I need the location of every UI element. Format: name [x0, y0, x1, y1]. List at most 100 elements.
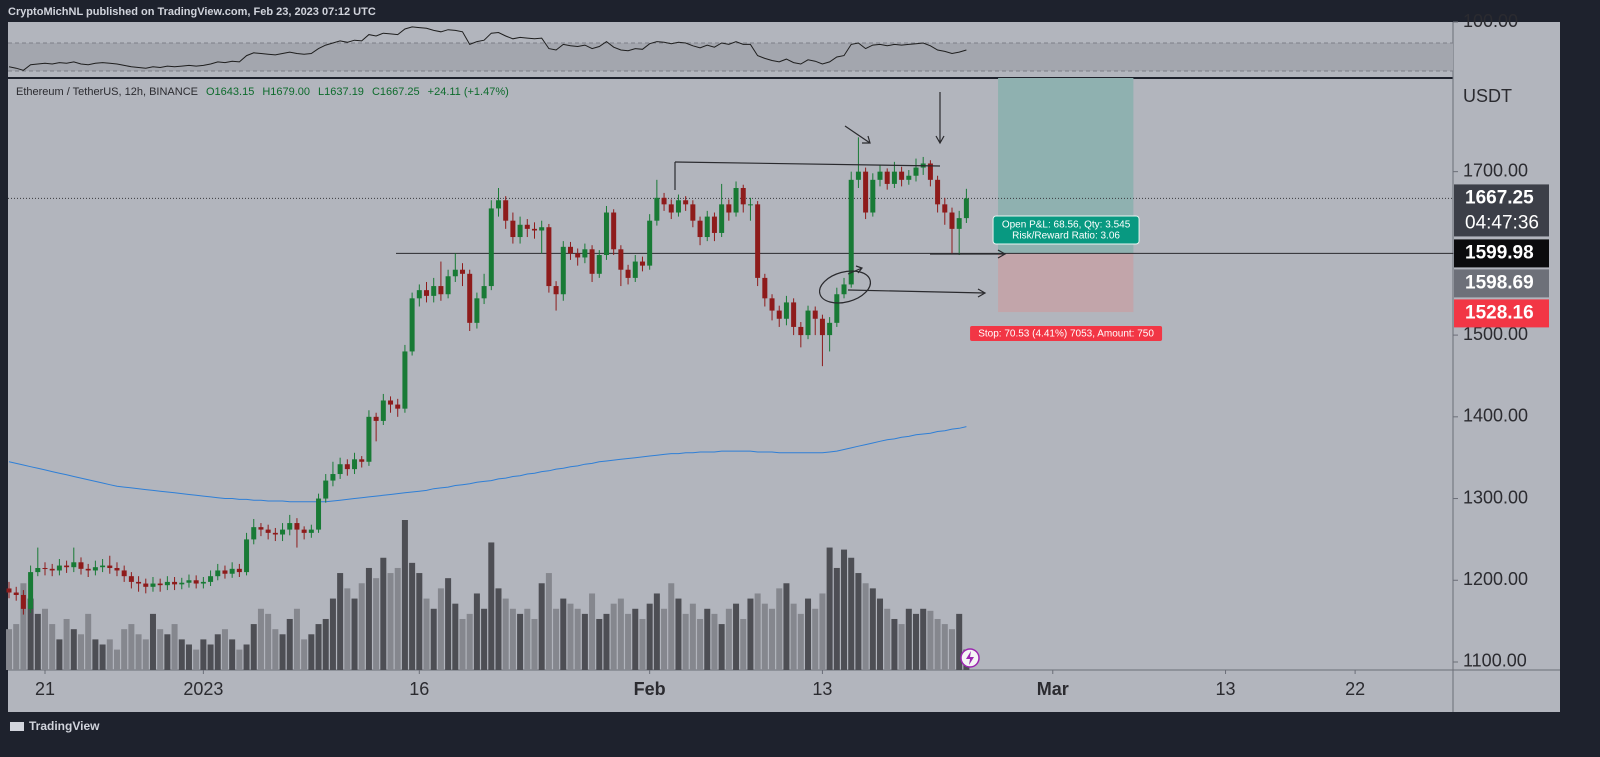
legend: Ethereum / TetherUS, 12h, BINANCE O1643.1… — [16, 86, 509, 98]
y-tick-label: 1300.00 — [1463, 487, 1528, 507]
candle-body — [747, 204, 753, 206]
volume-bar — [877, 598, 884, 670]
volume-bar — [200, 639, 207, 670]
candle-body — [963, 198, 969, 219]
y-tick-label: 1400.00 — [1463, 406, 1528, 426]
legend-value: H1679.00 — [262, 86, 310, 98]
volume-bar — [358, 583, 365, 670]
candle-body — [870, 179, 876, 213]
volume-bar — [934, 618, 941, 670]
candle-body — [531, 228, 537, 231]
volume-bar — [761, 603, 768, 670]
volume-bar — [956, 613, 963, 670]
candle-body — [42, 568, 48, 570]
candle-body — [380, 400, 386, 421]
volume-bar — [560, 598, 567, 670]
candle-body — [78, 562, 84, 569]
volume-bar — [581, 613, 588, 670]
x-tick-label: Feb — [634, 679, 666, 699]
candle-body — [308, 529, 314, 533]
candle-body — [783, 302, 789, 319]
volume-bar — [617, 598, 624, 670]
candle-body — [546, 227, 552, 287]
candle-body — [812, 310, 818, 319]
x-tick-label: 13 — [1216, 679, 1236, 699]
arrow — [930, 249, 1007, 259]
candle-body — [301, 529, 307, 533]
volume-bar — [625, 613, 632, 670]
candle-body — [409, 298, 415, 352]
volume-bar — [315, 624, 322, 670]
countdown-label: 04:47:36 — [1465, 212, 1539, 233]
volume-bar — [135, 634, 142, 670]
candle-body — [913, 167, 919, 176]
candle-body — [956, 218, 962, 229]
volume-bar — [646, 603, 653, 670]
volume-bar — [394, 567, 401, 670]
candle-body — [431, 286, 437, 296]
candle-body — [769, 298, 775, 311]
candle-body — [474, 298, 480, 323]
volume-bar — [279, 634, 286, 670]
candle-body — [891, 171, 897, 184]
volume-bar — [466, 613, 473, 670]
x-tick-label: 21 — [35, 679, 55, 699]
candle-body — [762, 277, 768, 299]
candle-body — [100, 565, 106, 568]
volume-bar — [841, 549, 848, 670]
volume-bar — [733, 603, 740, 670]
candle-body — [251, 527, 257, 540]
x-tick-label: 2023 — [183, 679, 223, 699]
candle-body — [567, 246, 573, 254]
last-price-box — [1454, 184, 1549, 237]
volume-bar — [797, 613, 804, 670]
rsi-tick-label: 100.00 — [1463, 11, 1518, 31]
candle-body — [28, 572, 34, 609]
candle-body — [625, 269, 631, 278]
pnl-label-box — [992, 215, 1140, 245]
volume-bar — [481, 608, 488, 670]
volume-bar — [718, 624, 725, 670]
volume-bar — [70, 629, 77, 670]
x-tick-label: 16 — [409, 679, 429, 699]
candle-body — [445, 276, 451, 295]
candle-body — [791, 302, 797, 327]
candle-body — [128, 576, 134, 582]
volume-bar — [157, 629, 164, 670]
volume-bar — [365, 567, 372, 670]
mark-price-label: 1598.69 — [1465, 272, 1534, 293]
volume-bar — [142, 639, 149, 670]
mark-price-label-box — [1454, 269, 1549, 298]
candle-body — [704, 216, 710, 238]
rsi-band — [8, 43, 1453, 71]
volume-bar — [862, 583, 869, 670]
volume-bar — [805, 598, 812, 670]
candle-body — [553, 286, 559, 295]
alert-icon[interactable] — [960, 648, 980, 668]
candle-body — [64, 565, 70, 568]
candle-body — [611, 212, 617, 250]
candle-body — [675, 200, 681, 213]
stop-price-label: 1528.16 — [1465, 302, 1534, 323]
volume-bar — [769, 608, 776, 670]
volume-bar — [905, 608, 912, 670]
volume-bar — [855, 573, 862, 670]
volume-bar — [473, 593, 480, 670]
candle-body — [330, 474, 336, 481]
volume-bar — [214, 634, 221, 670]
volume-bar — [236, 649, 243, 670]
y-tick-label: 1500.00 — [1463, 324, 1528, 344]
candle-body — [906, 175, 912, 180]
volume-bar — [272, 629, 279, 670]
volume-bar — [301, 639, 308, 670]
last-price-label: 1667.25 — [1465, 187, 1534, 208]
volume-bar — [848, 557, 855, 670]
candle-body — [416, 290, 422, 299]
entry-price-label-box — [1454, 239, 1549, 268]
volume-bar — [445, 578, 452, 670]
volume-bar — [63, 618, 70, 670]
y-tick-label: 1100.00 — [1463, 651, 1527, 671]
volume-bar — [49, 624, 56, 670]
candle-body — [20, 594, 26, 609]
